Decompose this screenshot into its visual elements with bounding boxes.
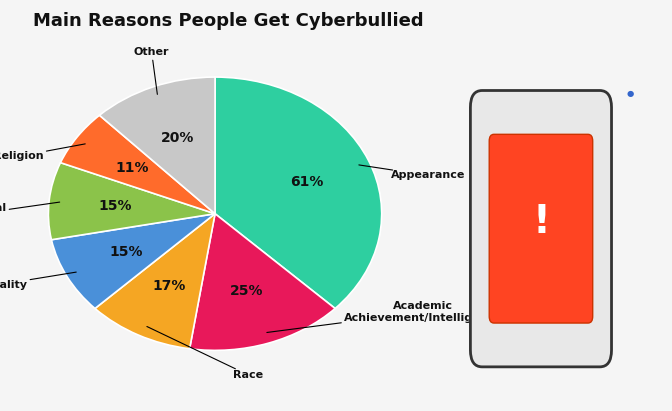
Text: 20%: 20% [161, 131, 194, 145]
Text: Sexuality: Sexuality [0, 272, 76, 290]
Text: 61%: 61% [290, 175, 324, 189]
Wedge shape [190, 214, 335, 351]
Text: 15%: 15% [110, 245, 143, 259]
Text: Financial
Status: Financial Status [0, 202, 60, 224]
Wedge shape [95, 214, 215, 349]
Text: Other: Other [134, 47, 169, 95]
Text: Race: Race [147, 326, 263, 380]
Wedge shape [99, 77, 215, 214]
Text: ●: ● [627, 89, 634, 98]
Text: 17%: 17% [153, 279, 185, 293]
Text: Main Reasons People Get Cyberbullied: Main Reasons People Get Cyberbullied [33, 12, 424, 30]
Text: Religion: Religion [0, 144, 85, 162]
FancyBboxPatch shape [470, 90, 612, 367]
Text: !: ! [532, 203, 550, 241]
FancyBboxPatch shape [489, 134, 593, 323]
Wedge shape [52, 214, 215, 309]
Text: Academic
Achievement/Intelligence: Academic Achievement/Intelligence [267, 301, 503, 332]
Wedge shape [48, 163, 215, 240]
Text: 25%: 25% [230, 284, 264, 298]
Text: 11%: 11% [116, 161, 149, 175]
Wedge shape [215, 77, 382, 309]
Wedge shape [60, 115, 215, 214]
Text: 15%: 15% [99, 199, 132, 213]
Text: Appearance: Appearance [359, 165, 466, 180]
